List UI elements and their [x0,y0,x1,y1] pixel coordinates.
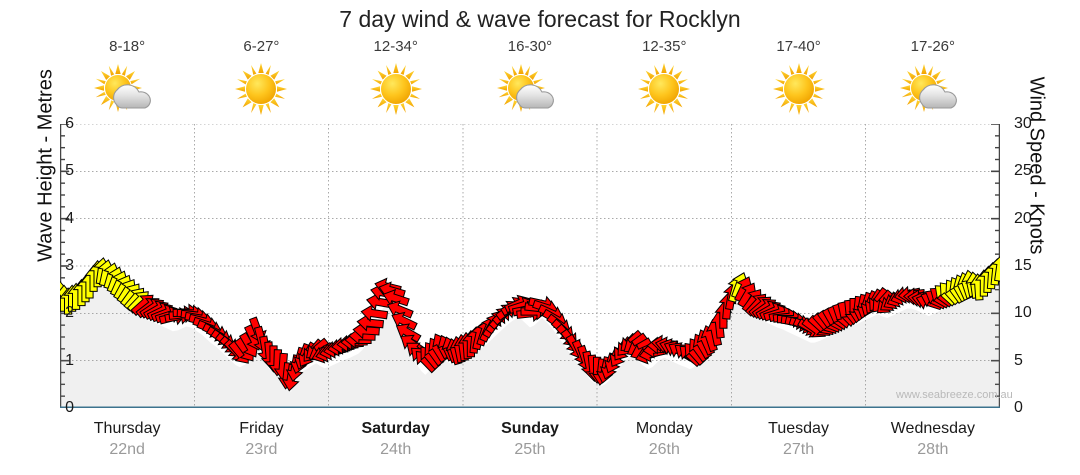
partly-cloudy-icon [463,60,597,118]
sun-icon [194,60,328,118]
left-tick-6: 6 [65,115,74,132]
forecast-plot[interactable] [50,123,1010,421]
day-name: Sunday [501,420,559,437]
left-tick-4: 4 [65,209,74,227]
left-tick-2: 2 [65,304,74,322]
right-tick-30: 30 [1014,115,1032,132]
day-header-friday: 6-27° [194,38,328,122]
right-tick-15: 15 [1014,257,1032,274]
temperature-range: 12-35° [642,38,687,55]
day-header-monday: 12-35° [597,38,731,122]
day-date: 22nd [109,441,145,458]
day-name: Wednesday [890,420,975,437]
day-date: 27th [782,441,815,458]
right-tick-5: 5 [1014,351,1023,369]
day-name: Thursday [93,420,161,437]
temperature-range: 17-40° [776,38,821,55]
right-tick-25: 25 [1014,162,1032,180]
temperature-range: 8-18° [109,38,146,55]
day-header-saturday: 12-34° [329,38,463,122]
day-date: 28th [917,441,949,458]
day-date: 25th [514,441,546,458]
temperature-range: 17-26° [910,38,956,55]
day-name: Monday [635,420,693,437]
watermark: www.seabreeze.com.au [896,389,1013,401]
sun-icon [597,60,731,118]
day-date: 23rd [245,441,278,458]
right-tick-20: 20 [1014,209,1032,227]
left-tick-3: 3 [65,257,74,274]
sun-icon [731,60,865,118]
right-tick-0: 0 [1014,399,1023,416]
page-title: 7 day wind & wave forecast for Rocklyn [339,6,741,32]
day-date: 24th [380,441,412,458]
x-label-tuesday: Tuesday 27th [731,418,865,460]
day-header-wednesday: 17-26° [866,38,1000,122]
day-date: 26th [648,441,680,458]
x-label-friday: Friday 23rd [194,418,328,460]
partly-cloudy-icon [60,60,194,118]
day-name: Saturday [361,420,430,437]
partly-cloudy-icon [866,60,1000,118]
x-label-thursday: Thursday 22nd [60,418,194,460]
sun-icon [329,60,463,118]
temperature-range: 6-27° [243,38,280,55]
temperature-range: 16-30° [507,38,553,55]
temperature-range: 12-34° [373,38,418,55]
x-label-sunday: Sunday 25th [463,418,597,460]
left-tick-0: 0 [65,399,74,416]
day-header-sunday: 16-30° [463,38,597,122]
left-tick-5: 5 [65,162,74,180]
x-label-saturday: Saturday 24th [329,418,463,460]
wind-arrow-canvas [50,123,1010,421]
right-tick-10: 10 [1014,304,1032,322]
x-label-wednesday: Wednesday 28th [866,418,1000,460]
day-header-thursday: 8-18° [60,38,194,122]
day-header-tuesday: 17-40° [731,38,865,122]
x-label-monday: Monday 26th [597,418,731,460]
day-name: Friday [239,420,284,437]
left-tick-1: 1 [65,351,74,369]
day-name: Tuesday [768,420,829,437]
